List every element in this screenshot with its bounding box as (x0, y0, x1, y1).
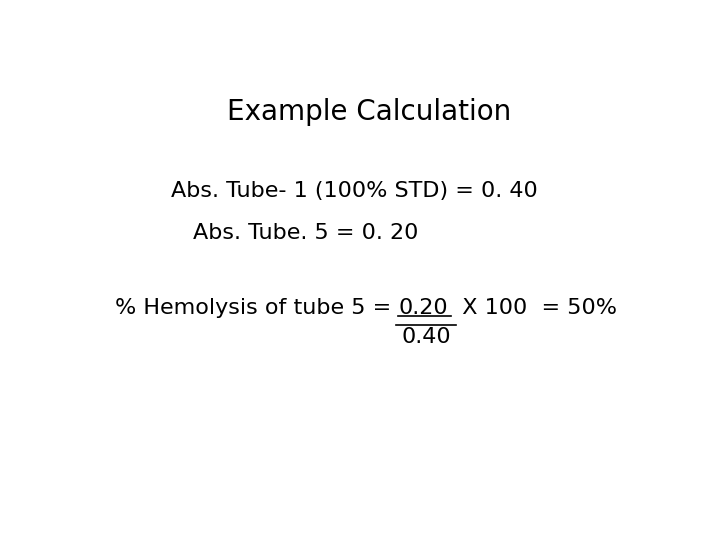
Text: X 100  = 50%: X 100 = 50% (448, 298, 617, 318)
Text: Abs. Tube. 5 = 0. 20: Abs. Tube. 5 = 0. 20 (193, 223, 418, 243)
Text: % Hemolysis of tube 5 =: % Hemolysis of tube 5 = (115, 298, 398, 318)
Text: 0.40: 0.40 (401, 327, 451, 347)
Text: Example Calculation: Example Calculation (227, 98, 511, 126)
Text: 0.20: 0.20 (398, 298, 448, 318)
Text: Abs. Tube- 1 (100% STD) = 0. 40: Abs. Tube- 1 (100% STD) = 0. 40 (171, 181, 538, 201)
